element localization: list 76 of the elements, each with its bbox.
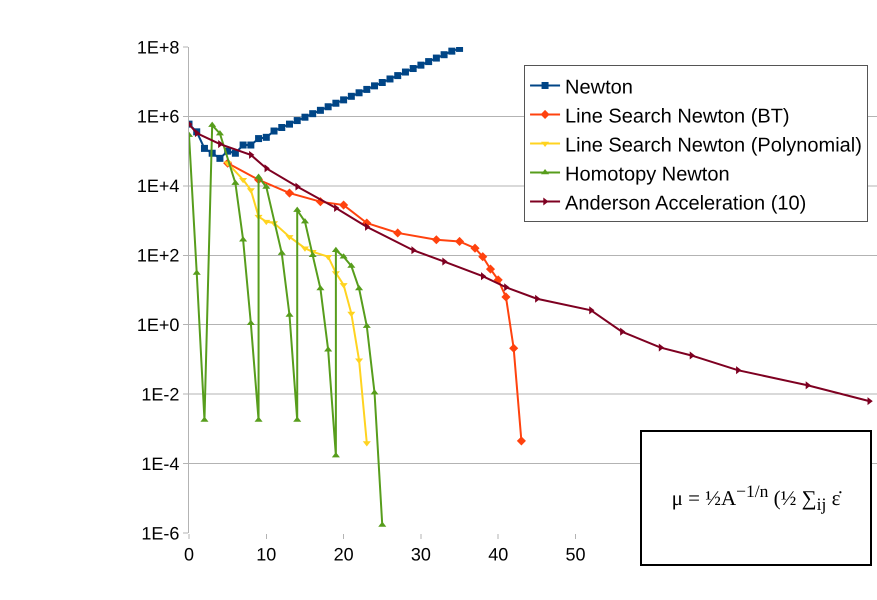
y-tick-label: 1E+8 [136, 37, 180, 58]
point [247, 142, 254, 149]
x-tick-label: 30 [410, 544, 431, 565]
point [501, 292, 510, 302]
y-tick-label: 1E+4 [136, 176, 180, 196]
point [246, 320, 255, 326]
point [339, 200, 348, 210]
point [348, 92, 355, 100]
point [509, 344, 518, 353]
point [393, 228, 402, 238]
point [332, 100, 340, 107]
point [324, 103, 332, 110]
y-tick-label: 1E-2 [141, 384, 180, 404]
point [324, 254, 332, 260]
point [316, 106, 324, 114]
y-tick-label: 1E-4 [141, 454, 180, 474]
point [284, 188, 294, 198]
point [478, 252, 488, 262]
point [455, 236, 464, 246]
point [355, 358, 364, 364]
x-tick-label: 40 [488, 544, 508, 565]
point [239, 236, 248, 242]
point [295, 182, 301, 191]
point [440, 51, 448, 58]
point [286, 120, 293, 128]
y-tick-label: 1E+2 [136, 246, 180, 266]
point [442, 258, 448, 266]
point [239, 178, 248, 184]
point [262, 220, 270, 226]
point [425, 58, 432, 66]
point [362, 441, 371, 447]
point [470, 244, 480, 253]
point [270, 128, 278, 135]
point [378, 78, 386, 86]
formula-box: μ = ½A$^{−1/n}$ (½ ∑$_{ij}$ ε̇ [640, 430, 872, 566]
point [363, 86, 370, 93]
legend-label: Newton [565, 76, 633, 98]
point [410, 65, 417, 72]
point [516, 436, 526, 446]
point [340, 96, 348, 104]
point [240, 142, 247, 149]
x-tick-label: 20 [334, 544, 354, 565]
legend-label: Line Search Newton (BT) [565, 105, 790, 128]
x-tick-label: 50 [566, 544, 586, 565]
point [278, 124, 286, 131]
point [432, 235, 441, 244]
y-tick-label: 1E-6 [141, 523, 180, 544]
point [402, 68, 409, 76]
point [356, 89, 363, 96]
point [417, 62, 424, 69]
point [262, 134, 270, 141]
x-tick-label: 0 [184, 544, 194, 565]
point [658, 344, 664, 352]
point [386, 75, 394, 82]
point [255, 135, 262, 142]
point [347, 312, 356, 318]
legend-label: Homotopy Newton [565, 163, 730, 186]
point [309, 110, 316, 118]
y-tick-label: 1E+6 [136, 106, 180, 127]
point [301, 114, 308, 121]
legend-label: Anderson Acceleration (10) [565, 192, 806, 214]
point [432, 54, 440, 62]
y-tick-label: 1E+0 [136, 315, 180, 336]
point [200, 144, 208, 152]
point [394, 72, 402, 80]
point [411, 246, 417, 254]
point [486, 264, 496, 274]
point [216, 154, 224, 162]
point [294, 117, 301, 124]
legend-label: Line Search Newton (Polynomial) [565, 134, 862, 156]
annotation: μ = ½A$^{−1/n}$ (½ ∑$_{ij}$ ε̇ [672, 480, 840, 516]
point [300, 246, 309, 252]
x-tick-label: 10 [256, 544, 276, 565]
point [371, 82, 378, 90]
point [262, 183, 270, 189]
point [448, 48, 456, 55]
